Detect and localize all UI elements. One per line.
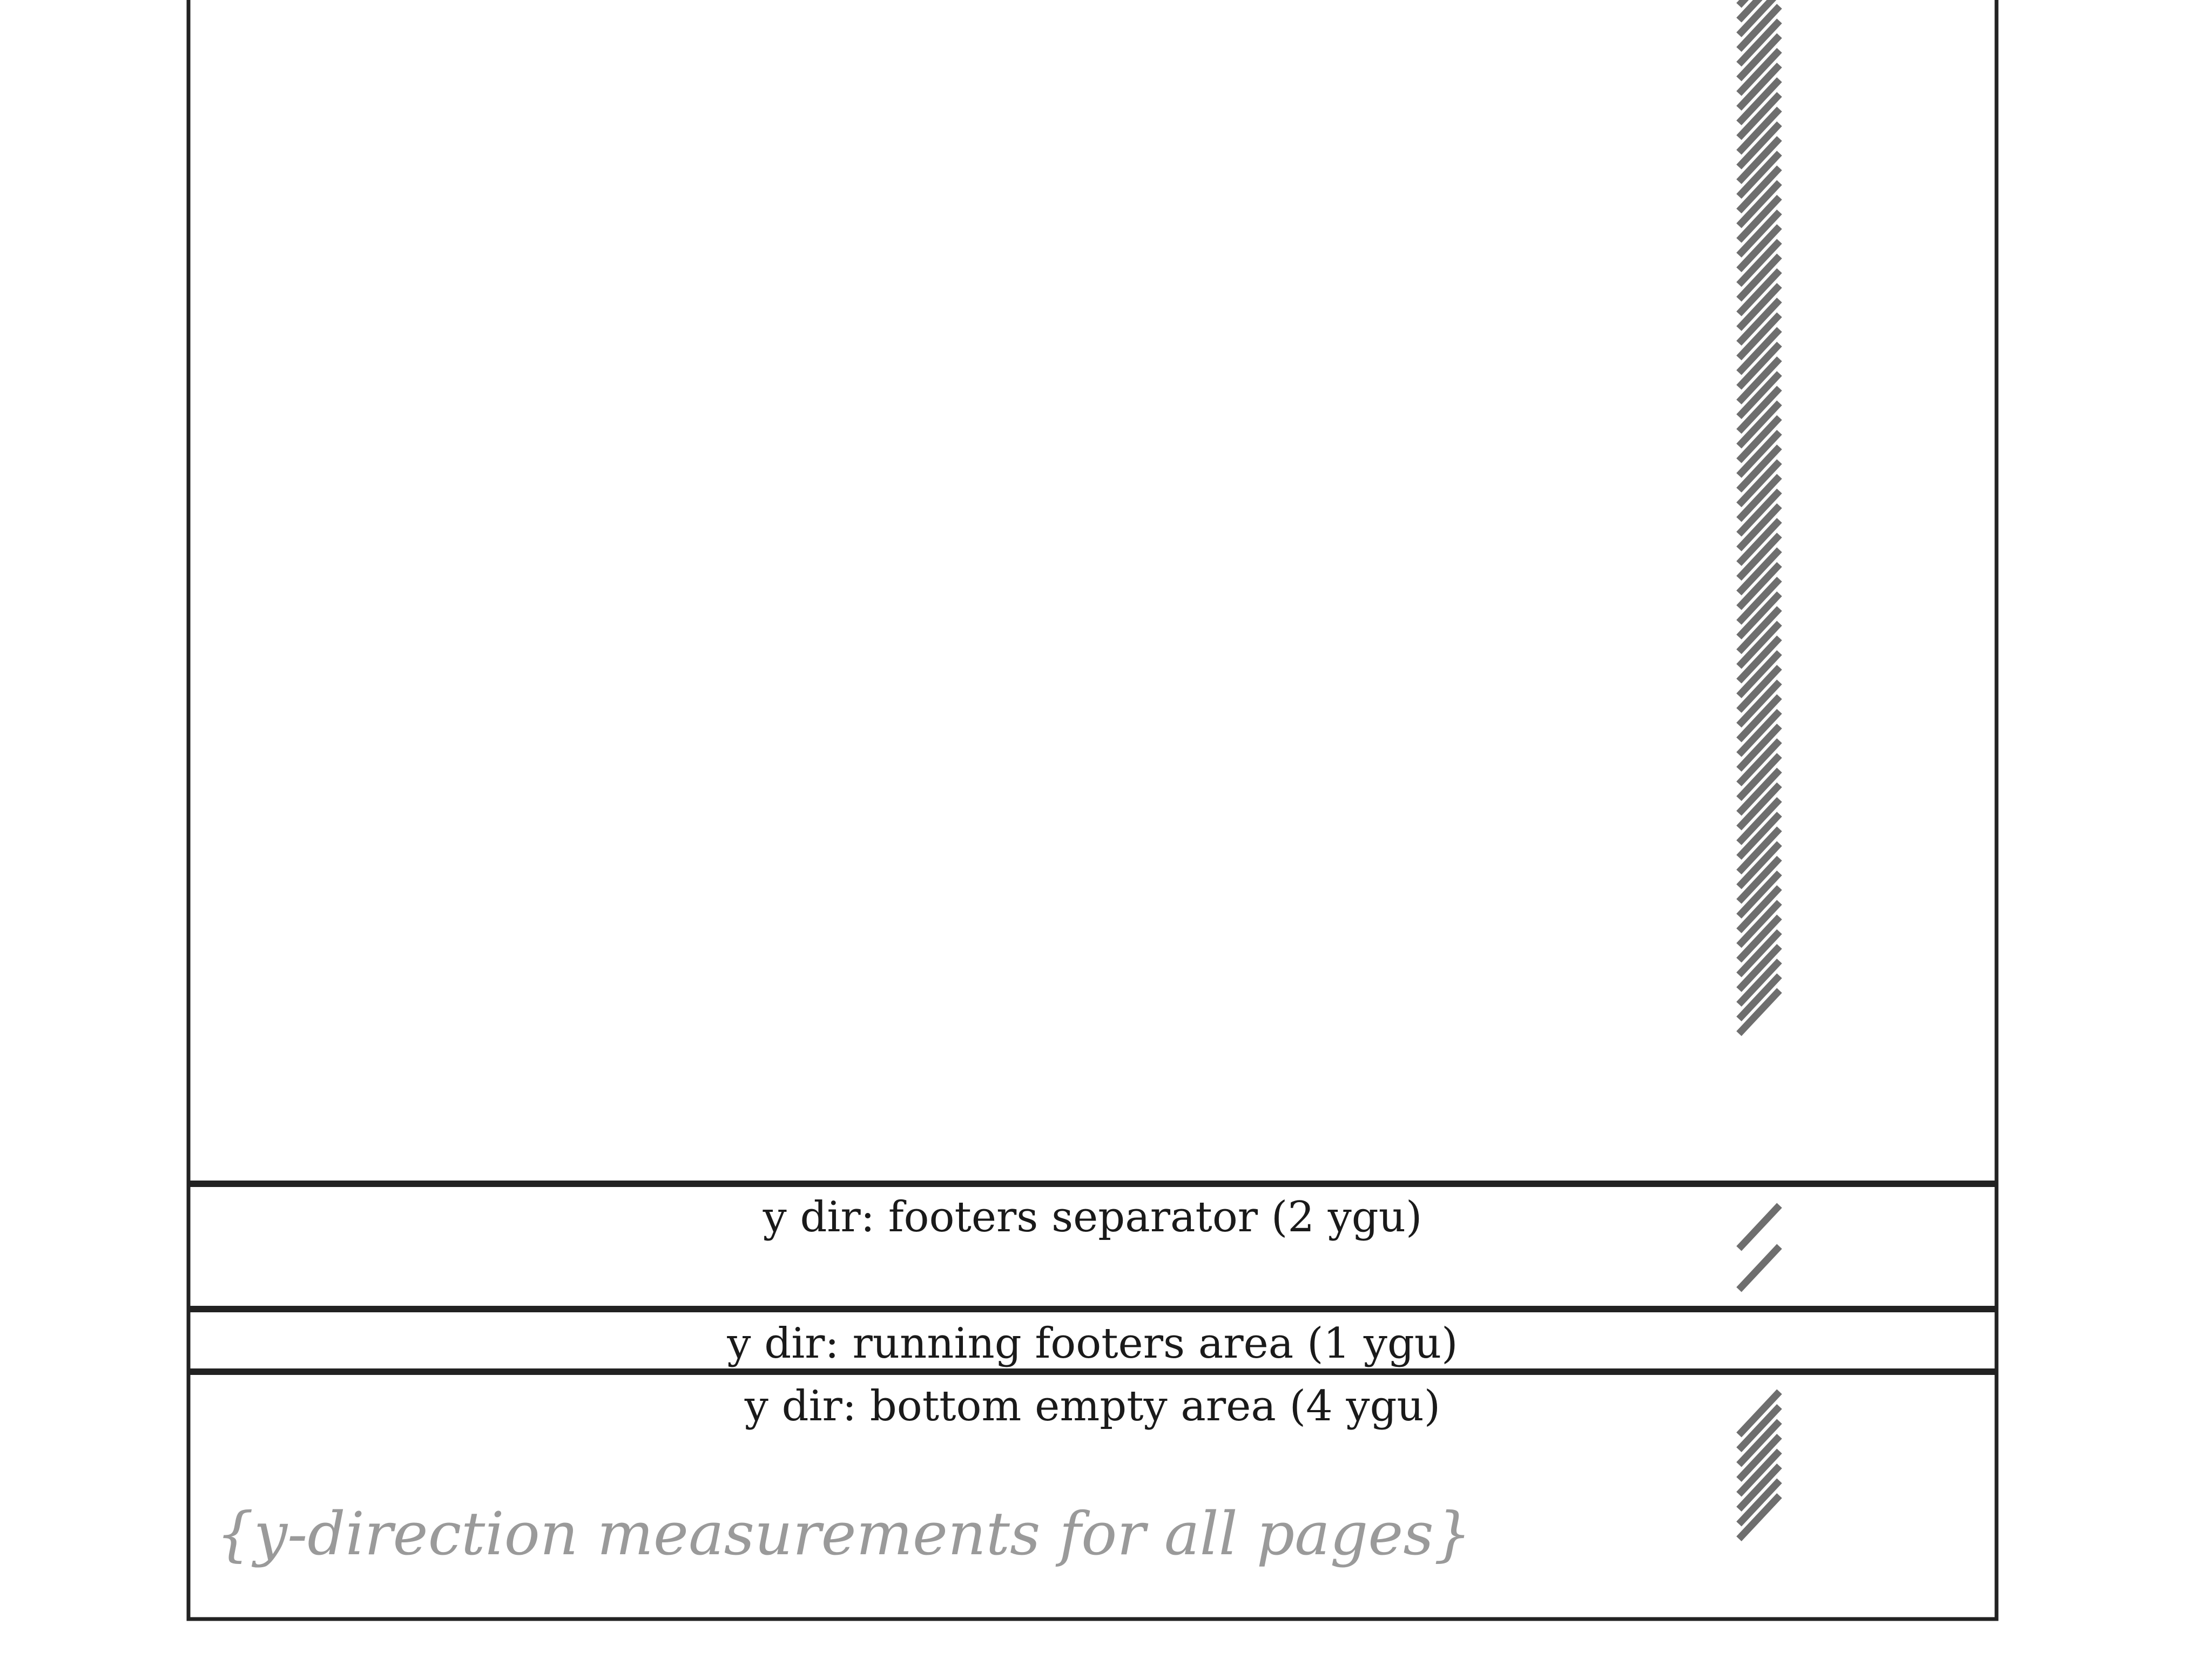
hatch-mark — [1736, 224, 1782, 273]
hatch-mark — [1736, 621, 1782, 669]
page-frame — [186, 0, 1999, 1621]
hatch-mark — [1736, 532, 1782, 581]
hatch-mark — [1736, 855, 1782, 904]
hatch-mark — [1736, 1493, 1782, 1541]
hatch-mark — [1736, 194, 1782, 243]
hatch-mark — [1736, 356, 1782, 404]
hatch-mark — [1736, 151, 1782, 199]
hatch-mark — [1736, 665, 1782, 713]
hatch-mark — [1736, 18, 1782, 67]
hatch-mark — [1736, 474, 1782, 522]
hatch-mark — [1736, 268, 1782, 316]
hatch-mark — [1736, 1434, 1782, 1482]
hatch-mark — [1736, 209, 1782, 258]
hatch-mark — [1736, 738, 1782, 787]
hatch-mark — [1736, 1203, 1782, 1251]
hatch-mark — [1736, 1448, 1782, 1497]
hatch-mark — [1736, 606, 1782, 655]
diagram-caption: {y-direction measurements for all pages} — [216, 1499, 1472, 1568]
hatch-mark — [1736, 547, 1782, 596]
hatch-mark — [1736, 694, 1782, 743]
hatch-mark — [1736, 973, 1782, 1022]
hatch-mark — [1736, 1404, 1782, 1452]
footers-separator-hatch-marks — [1736, 1203, 1782, 1292]
hatch-mark — [1736, 650, 1782, 698]
hatch-mark — [1736, 298, 1782, 346]
hatch-mark — [1736, 0, 1763, 23]
running-footers-label: y dir: running footers area (1 ygu) — [727, 1319, 1458, 1368]
hatch-mark — [1736, 709, 1782, 757]
hatch-mark — [1736, 77, 1782, 126]
hatch-mark — [1736, 635, 1782, 684]
hatch-mark — [1736, 797, 1782, 845]
hatch-mark — [1736, 562, 1782, 610]
hatch-mark — [1736, 870, 1782, 919]
hatch-mark — [1736, 312, 1782, 361]
hatch-mark — [1736, 429, 1782, 478]
hatch-mark — [1736, 4, 1782, 52]
hatch-mark — [1736, 459, 1782, 508]
hatch-mark — [1736, 371, 1782, 420]
hatch-mark — [1736, 165, 1782, 214]
hatch-mark — [1736, 782, 1782, 831]
hatch-mark — [1736, 444, 1782, 493]
hatch-mark — [1736, 812, 1782, 860]
hatch-mark — [1736, 679, 1782, 728]
hatch-mark — [1736, 92, 1782, 140]
hatch-mark — [1736, 106, 1782, 155]
hatch-mark — [1736, 121, 1782, 170]
hatch-mark — [1736, 1478, 1782, 1527]
hatch-mark — [1736, 488, 1782, 537]
bottom-empty-hatch-marks — [1736, 1389, 1782, 1541]
hatch-mark — [1736, 48, 1782, 96]
hatch-mark — [1736, 591, 1782, 640]
hatch-mark — [1736, 723, 1782, 772]
hatch-mark — [1736, 914, 1782, 963]
hatch-mark — [1736, 1389, 1782, 1438]
hatch-mark — [1736, 959, 1782, 1007]
hatch-mark — [1736, 136, 1782, 184]
hatch-mark — [1736, 900, 1782, 948]
hatch-mark — [1736, 341, 1782, 390]
hatch-mark — [1736, 180, 1782, 228]
hatch-mark — [1736, 415, 1782, 463]
hatch-mark — [1736, 386, 1782, 434]
hatch-mark — [1736, 518, 1782, 567]
body-area-hatch-marks — [1736, 0, 1782, 1036]
hatch-mark — [1736, 885, 1782, 934]
hatch-mark — [1736, 753, 1782, 801]
hatch-mark — [1736, 1244, 1782, 1292]
hatch-mark — [1736, 1419, 1782, 1467]
hatch-mark — [1736, 767, 1782, 816]
bottom-empty-label: y dir: bottom empty area (4 ygu) — [744, 1382, 1441, 1431]
hatch-mark — [1736, 400, 1782, 449]
hatch-mark — [1736, 33, 1782, 82]
hatch-mark — [1736, 503, 1782, 551]
hatch-mark — [1736, 841, 1782, 889]
hatch-mark — [1736, 1464, 1782, 1512]
hatch-mark — [1736, 282, 1782, 331]
footers-separator-label: y dir: footers separator (2 ygu) — [763, 1193, 1422, 1242]
hatch-mark — [1736, 327, 1782, 375]
hatch-mark — [1736, 0, 1777, 37]
hatch-mark — [1736, 239, 1782, 287]
hatch-mark — [1736, 943, 1782, 992]
hatch-mark — [1736, 253, 1782, 302]
hatch-mark — [1736, 929, 1782, 977]
hatch-mark — [1736, 826, 1782, 875]
hatch-mark — [1736, 988, 1782, 1036]
hatch-mark — [1736, 576, 1782, 625]
hatch-mark — [1736, 62, 1782, 111]
